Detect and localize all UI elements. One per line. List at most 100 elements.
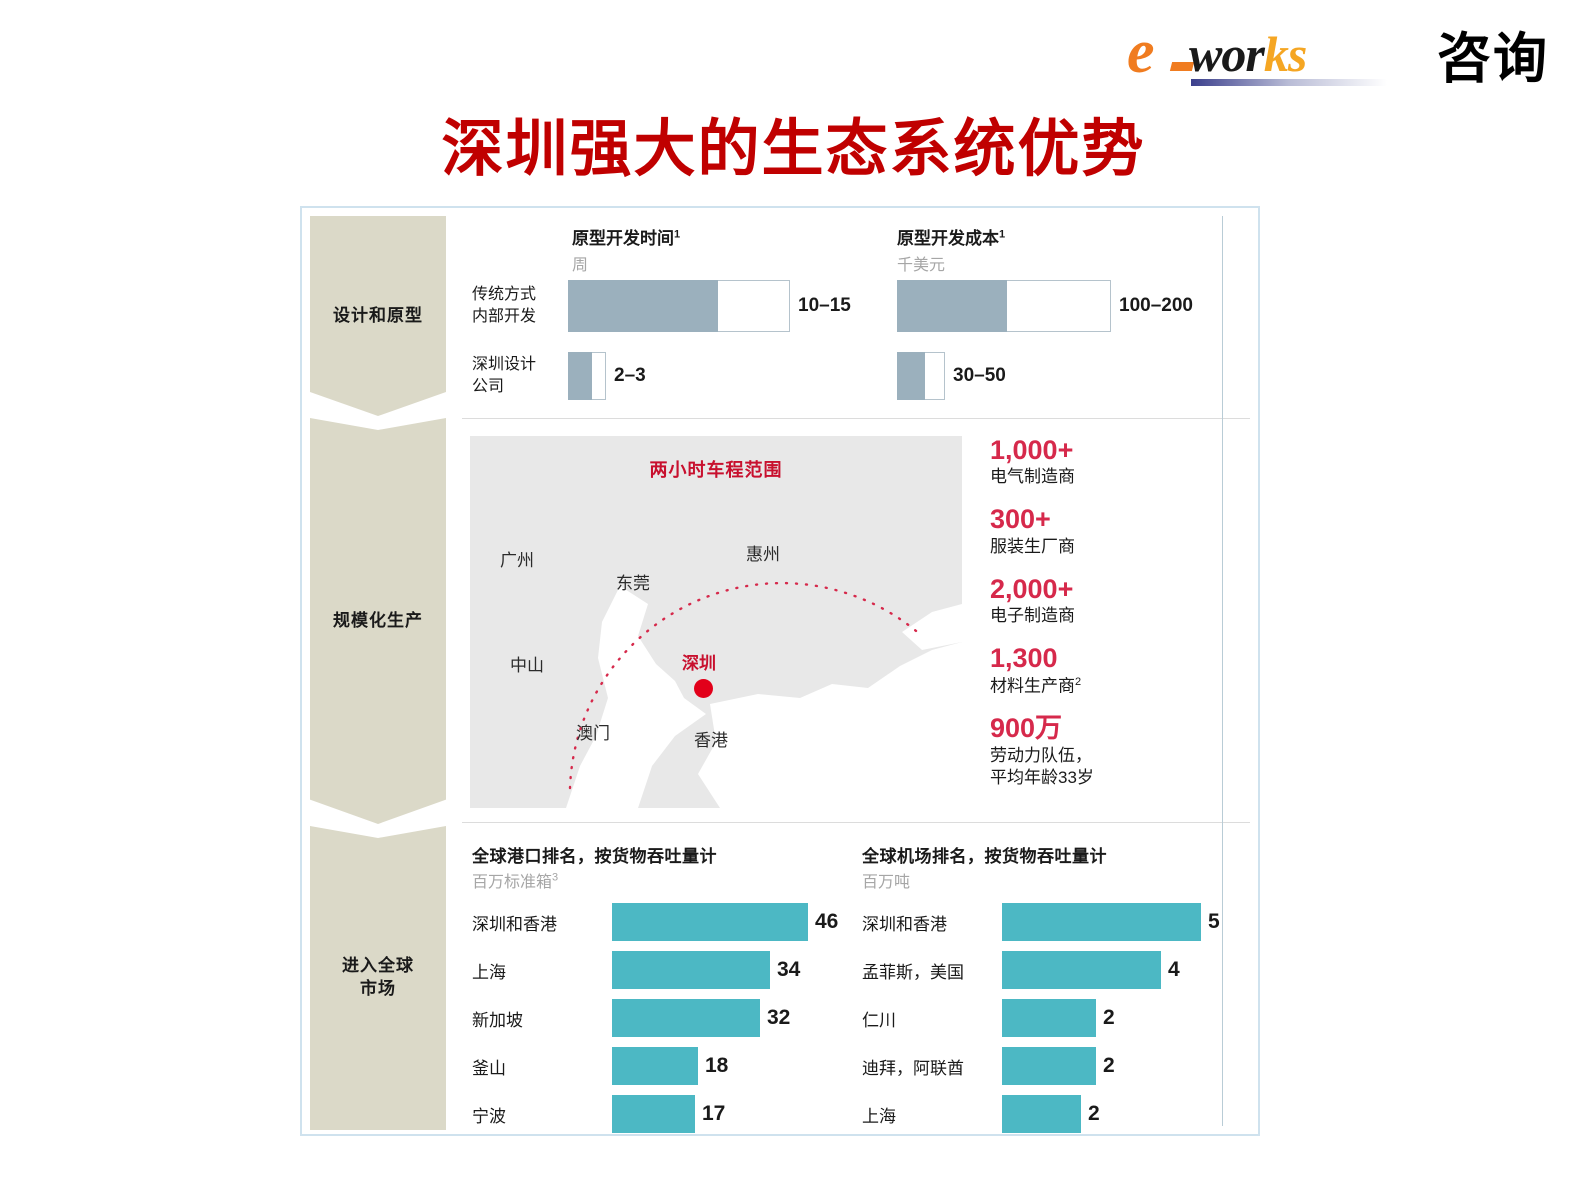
chart-global-airports: 全球机场排名，按货物吞吐量计 百万吨 深圳和香港 5 孟菲斯，美国 4 仁川 (862, 842, 1242, 1138)
logo-underline-bar (1191, 79, 1387, 86)
rangebar-shenzhen-time (568, 352, 606, 400)
chart-cost-unit: 千美元 (897, 257, 946, 274)
airports-bar-2 (1002, 999, 1096, 1037)
chart-time-title: 原型开发时间1 (572, 224, 902, 249)
value-traditional-cost: 100–200 (1119, 295, 1193, 316)
cat-shenzhen-line2: 公司 (472, 378, 505, 395)
chart-cost-title-text: 原型开发成本 (897, 229, 999, 248)
rangebar-hollow (592, 352, 606, 400)
ports-bar-1 (612, 951, 770, 989)
stat-label-line1: 劳动力队伍， (990, 745, 1092, 765)
stat-label-text: 材料生产商 (990, 676, 1075, 696)
stage-label-production: 规模化生产 (333, 610, 423, 630)
map-city-huizhou: 惠州 (746, 545, 780, 564)
table-row: 上海 34 (472, 946, 852, 994)
value-shenzhen-cost: 30–50 (953, 365, 1006, 386)
chart-ports-unit-text: 百万标准箱 (472, 874, 553, 891)
stat-material-producers: 1,300 材料生产商2 (990, 644, 1220, 697)
airports-value-4: 2 (1088, 1102, 1100, 1125)
rangebar-hollow (718, 280, 790, 332)
eworks-wordmark: e works (1127, 18, 1427, 88)
chart-airports-unit: 百万吨 (862, 868, 1242, 892)
ports-bar-rows: 深圳和香港 46 上海 34 新加坡 32 釜 (472, 898, 852, 1138)
rangebar-solid (897, 280, 1007, 332)
logo-works-text: works (1189, 26, 1307, 82)
chart-ports-title: 全球港口排名，按货物吞吐量计 (472, 847, 717, 866)
chart-ports-footnote-marker: 3 (552, 871, 559, 884)
airports-label-2: 仁川 (862, 1010, 896, 1030)
rangebar-solid (568, 280, 718, 332)
bar-row-traditional-cost: 100–200 (897, 280, 1193, 332)
rangebar-hollow (925, 352, 945, 400)
logo-works-dark: wor (1189, 26, 1265, 82)
stat-label: 服装生厂商 (990, 536, 1075, 556)
ports-value-1: 34 (777, 958, 801, 981)
airports-label-3: 迪拜，阿联酋 (862, 1058, 964, 1078)
chart-airports-unit-text: 百万吨 (862, 874, 911, 891)
bar-row-shenzhen-time: 深圳设计 公司 2–3 (472, 352, 646, 400)
airports-value-3: 2 (1103, 1054, 1115, 1077)
content-frame: 设计和原型 规模化生产 进入全球 市场 原型开发时间1 周 原型开发成本1 (300, 206, 1260, 1136)
stat-number: 1,000+ (990, 435, 1074, 465)
stat-number: 2,000+ (990, 573, 1074, 604)
section-global-market: 全球港口排名，按货物吞吐量计 百万标准箱3 深圳和香港 46 上海 34 新加坡 (462, 828, 1250, 1136)
stat-number: 900万 (990, 713, 1063, 744)
stat-label: 材料生产商2 (990, 675, 1220, 698)
page-title: 深圳强大的生态系统优势 (441, 115, 1146, 184)
ports-bar-3 (612, 1047, 698, 1085)
stat-electronics-manufacturers: 2,000+ 电子制造商 (990, 575, 1220, 627)
cat-traditional-line1: 传统方式 (472, 286, 537, 304)
table-row: 釜山 18 (472, 1042, 852, 1090)
stat-number: 300+ (990, 504, 1051, 535)
eworks-logo: e works 咨询 (1127, 18, 1549, 89)
airports-label-0: 深圳和香港 (862, 914, 947, 934)
airports-label-4: 上海 (862, 1106, 896, 1126)
stat-label: 电气制造商 (990, 467, 1075, 487)
stage-label-global-line2: 市场 (360, 979, 396, 998)
table-row: 迪拜，阿联酋 2 (862, 1042, 1242, 1090)
table-row: 仁川 2 (862, 994, 1242, 1042)
stat-electrical-manufacturers: 1,000+ 电气制造商 (990, 436, 1220, 488)
rangebar-traditional-time (568, 280, 790, 332)
table-row: 新加坡 32 (472, 994, 852, 1042)
map-title-2hr-radius: 两小时车程范围 (649, 460, 783, 480)
stage-label-global-line1: 进入全球 (342, 956, 414, 976)
table-row: 孟菲斯，美国 4 (862, 946, 1242, 994)
ports-value-4: 17 (702, 1102, 726, 1125)
chart-cost-title: 原型开发成本1 (897, 224, 1227, 249)
stat-labor-force: 900万 劳动力队伍， 平均年龄33岁 (990, 714, 1220, 789)
logo-zixun-text: 咨询 (1437, 29, 1549, 89)
chart-global-ports: 全球港口排名，按货物吞吐量计 百万标准箱3 深圳和香港 46 上海 34 新加坡 (472, 842, 852, 1138)
section-design-prototype: 原型开发时间1 周 原型开发成本1 千美元 传统方式 内部开发 10–15 (462, 224, 1250, 418)
ports-label-2: 新加坡 (472, 1010, 523, 1030)
cat-traditional-line2: 内部开发 (472, 308, 537, 325)
stat-footnote-marker: 2 (1075, 675, 1082, 688)
bar-category-traditional: 传统方式 内部开发 (472, 284, 568, 327)
production-stats-list: 1,000+ 电气制造商 300+ 服装生厂商 2,000+ 电子制造商 1,3… (990, 436, 1220, 806)
chart-ports-unit: 百万标准箱3 (472, 868, 852, 892)
cat-shenzhen-line1: 深圳设计 (472, 356, 537, 374)
logo-e-glyph: e (1127, 18, 1155, 86)
value-shenzhen-time: 2–3 (614, 365, 646, 386)
airports-bar-1 (1002, 951, 1161, 989)
divider-2 (462, 822, 1250, 823)
rangebar-shenzhen-cost (897, 352, 945, 400)
chart-time-title-text: 原型开发时间 (572, 229, 674, 248)
bar-row-shenzhen-cost: 30–50 (897, 352, 1006, 400)
ports-label-4: 宁波 (472, 1106, 506, 1126)
chart-time-unit: 周 (572, 257, 589, 274)
stat-apparel-manufacturers: 300+ 服装生厂商 (990, 505, 1220, 557)
stat-label-line2: 平均年龄33岁 (990, 767, 1094, 787)
airports-value-0: 5 (1208, 910, 1220, 933)
right-rule (1222, 216, 1223, 1126)
stage-chevron-column: 设计和原型 规模化生产 进入全球 市场 (310, 216, 446, 1130)
stat-label: 电子制造商 (990, 606, 1075, 626)
chart-time-footnote-marker: 1 (674, 228, 681, 241)
stat-label: 劳动力队伍， 平均年龄33岁 (990, 745, 1220, 789)
bar-row-traditional-time: 传统方式 内部开发 10–15 (472, 280, 851, 332)
rangebar-solid (568, 352, 592, 400)
map-city-macau: 澳门 (576, 724, 610, 743)
airports-label-1: 孟菲斯，美国 (862, 962, 964, 982)
chart-prototype-time: 原型开发时间1 周 (572, 224, 902, 275)
stage-label-global: 进入全球 市场 (342, 955, 414, 1001)
